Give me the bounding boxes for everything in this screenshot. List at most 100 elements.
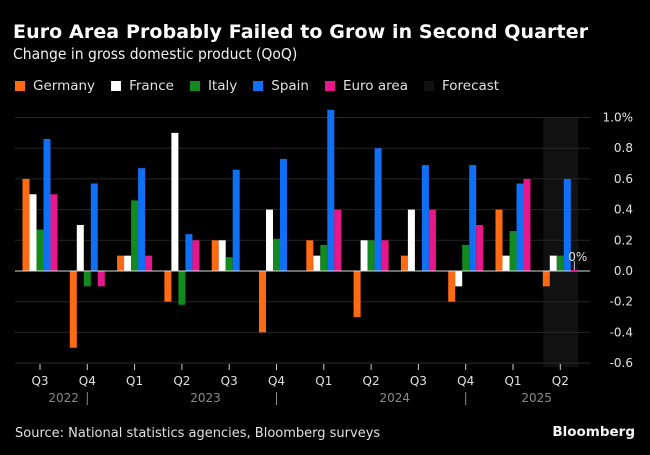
legend-swatch-italy: [189, 81, 200, 91]
legend-item-spain[interactable]: Spain: [253, 78, 309, 94]
legend-item-euro-area[interactable]: Euro area: [324, 78, 408, 94]
legend-label-germany: Germany: [33, 78, 96, 94]
bar-spain[interactable]: [327, 109, 335, 271]
legend-label-forecast: Forecast: [441, 78, 500, 94]
legend-swatch-euro-area: [324, 81, 335, 91]
bar-spain[interactable]: [516, 183, 524, 271]
bar-italy[interactable]: [83, 271, 91, 287]
y-tick-label: 0.6: [614, 172, 633, 186]
bar-france[interactable]: [549, 255, 557, 271]
bar-euro-area[interactable]: [381, 240, 389, 271]
y-tick-label: 0.0: [614, 264, 633, 278]
bar-france[interactable]: [266, 209, 273, 271]
bar-spain[interactable]: [280, 158, 287, 271]
bar-germany[interactable]: [400, 255, 408, 271]
bar-euro-area[interactable]: [523, 178, 531, 271]
x-tick-label: Q3: [221, 374, 238, 388]
y-tick-label: 0.8: [614, 141, 633, 155]
bar-france[interactable]: [124, 255, 132, 271]
bar-euro-area[interactable]: [192, 240, 200, 271]
bar-spain[interactable]: [43, 138, 51, 271]
bar-spain[interactable]: [232, 169, 240, 271]
bar-euro-area[interactable]: [428, 209, 436, 271]
bar-france[interactable]: [407, 209, 415, 271]
bar-germany[interactable]: [22, 178, 30, 271]
bar-italy[interactable]: [367, 240, 375, 271]
legend-item-france[interactable]: France: [111, 78, 174, 94]
legend-swatch-spain: [253, 81, 264, 91]
bar-germany[interactable]: [542, 271, 550, 287]
bar-france[interactable]: [76, 224, 84, 271]
bar-spain[interactable]: [138, 168, 146, 271]
bar-spain[interactable]: [421, 165, 429, 271]
x-tick-label: Q2: [363, 374, 380, 388]
y-tick-label: 0.4: [614, 203, 633, 217]
x-tick-label: Q4: [79, 374, 96, 388]
legend-item-italy[interactable]: Italy: [189, 78, 238, 94]
bar-france[interactable]: [218, 240, 226, 271]
bar-france[interactable]: [313, 255, 321, 271]
source-note: Source: National statistics agencies, Bl…: [15, 426, 381, 441]
bar-spain[interactable]: [185, 234, 193, 271]
bar-euro-area-zero: [570, 270, 578, 272]
legend-item-forecast[interactable]: Forecast: [423, 78, 500, 94]
x-tick-label: Q4: [457, 374, 474, 388]
bar-italy[interactable]: [320, 244, 328, 271]
bar-spain[interactable]: [469, 165, 477, 271]
legend-label-italy: Italy: [207, 78, 238, 94]
bar-spain[interactable]: [374, 148, 382, 271]
legend-label-france: France: [129, 78, 174, 94]
y-tick-label: 1.0%: [603, 111, 634, 125]
year-label: 2023: [190, 391, 221, 405]
annotation-label: 0%: [568, 250, 587, 264]
bar-euro-area[interactable]: [476, 224, 484, 271]
bar-italy[interactable]: [509, 231, 517, 271]
bar-germany[interactable]: [69, 271, 77, 348]
bar-italy[interactable]: [462, 244, 470, 271]
bar-euro-area[interactable]: [97, 271, 105, 287]
bar-euro-area[interactable]: [334, 209, 342, 271]
chart-subtitle: Change in gross domestic product (QoQ): [13, 45, 298, 63]
bar-euro-area[interactable]: [50, 194, 58, 271]
x-tick-label: Q3: [31, 374, 48, 388]
y-tick-label: -0.4: [610, 325, 633, 339]
bar-france[interactable]: [29, 194, 37, 271]
bar-france[interactable]: [455, 271, 463, 287]
legend-item-germany[interactable]: Germany: [15, 78, 95, 94]
bar-germany[interactable]: [164, 271, 172, 302]
forecast-band: [543, 117, 579, 368]
bar-italy[interactable]: [131, 200, 139, 271]
bar-italy[interactable]: [178, 271, 186, 305]
bar-italy[interactable]: [225, 257, 233, 271]
x-tick-label: Q1: [315, 374, 332, 388]
bar-italy[interactable]: [556, 255, 564, 271]
bar-germany[interactable]: [495, 209, 503, 271]
chart-title: Euro Area Probably Failed to Grow in Sec…: [13, 21, 589, 43]
bar-germany[interactable]: [306, 240, 314, 271]
x-tick-label: Q1: [126, 374, 143, 388]
bar-germany[interactable]: [117, 255, 125, 271]
bar-germany[interactable]: [448, 271, 456, 302]
bar-germany[interactable]: [353, 271, 361, 318]
legend-swatch-france: [111, 81, 122, 91]
legend-label-spain: Spain: [271, 78, 309, 94]
y-tick-label: -0.6: [610, 356, 633, 370]
bar-germany[interactable]: [211, 240, 219, 271]
year-label: 2025: [521, 391, 552, 405]
bar-germany[interactable]: [259, 271, 266, 333]
bar-euro-area[interactable]: [145, 255, 153, 271]
year-label: 2022: [48, 391, 79, 405]
bar-france[interactable]: [360, 240, 368, 271]
bar-italy[interactable]: [273, 238, 280, 271]
legend: Germany France Italy Spain Euro area For…: [15, 78, 515, 94]
bar-france[interactable]: [171, 132, 179, 271]
x-tick-label: Q2: [173, 374, 190, 388]
y-tick-label: 0.2: [614, 233, 633, 247]
x-tick-label: Q3: [410, 374, 427, 388]
bar-spain[interactable]: [90, 183, 98, 271]
bar-spain[interactable]: [563, 178, 571, 271]
bar-france[interactable]: [502, 255, 510, 271]
bar-italy[interactable]: [36, 229, 44, 271]
bloomberg-logo: Bloomberg: [552, 424, 635, 440]
